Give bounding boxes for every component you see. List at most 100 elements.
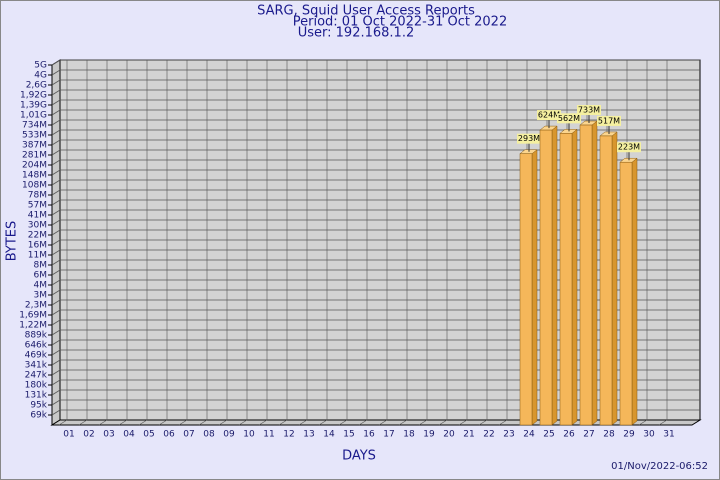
y-tick-label: 2,6G bbox=[26, 81, 47, 91]
footer: 01/Nov/2022-06:52 bbox=[611, 461, 708, 472]
bar bbox=[519, 153, 533, 426]
x-tick-label: 23 bbox=[503, 430, 514, 440]
v-grid bbox=[438, 60, 448, 426]
v-grid bbox=[218, 60, 228, 426]
y-tick-label: 247k bbox=[25, 371, 48, 381]
x-tick-label: 07 bbox=[183, 430, 194, 440]
value-label: 293M bbox=[518, 134, 540, 143]
grid-line bbox=[51, 269, 700, 276]
bar-side bbox=[531, 149, 538, 426]
y-tick-label: 30M bbox=[28, 221, 47, 231]
v-grid bbox=[278, 60, 288, 426]
y-tick-label: 341k bbox=[25, 361, 48, 371]
bar-side bbox=[611, 131, 618, 426]
y-tick-label: 2,3M bbox=[25, 301, 47, 311]
v-grid bbox=[298, 60, 308, 426]
x-tick-label: 31 bbox=[663, 430, 674, 440]
grid-line bbox=[51, 389, 700, 396]
x-tick-label: 13 bbox=[303, 430, 314, 440]
x-tick-label: 17 bbox=[383, 430, 394, 440]
x-tick-label: 19 bbox=[423, 430, 435, 440]
grid-line bbox=[51, 239, 700, 246]
v-grid bbox=[78, 60, 88, 426]
grid-line bbox=[51, 99, 700, 106]
y-tick-label: 95k bbox=[30, 401, 47, 411]
grid-line bbox=[51, 79, 700, 86]
grid-line bbox=[51, 89, 700, 96]
x-tick-label: 24 bbox=[523, 430, 535, 440]
grid-line bbox=[51, 149, 700, 156]
bar-side bbox=[551, 125, 558, 426]
y-tick-label: 1,92G bbox=[20, 91, 47, 101]
x-tick-label: 02 bbox=[83, 430, 94, 440]
x-tick-label: 09 bbox=[223, 430, 235, 440]
y-tick-label: 281M bbox=[22, 151, 47, 161]
label-box bbox=[577, 105, 601, 116]
x-tick-label: 05 bbox=[143, 430, 154, 440]
x-tick-label: 30 bbox=[643, 430, 655, 440]
x-axis-label: DAYS bbox=[342, 449, 376, 464]
grid-line bbox=[51, 199, 700, 206]
label-box bbox=[517, 133, 541, 144]
value-label: 562M bbox=[558, 114, 580, 123]
grid-line bbox=[51, 109, 700, 116]
x-tick-label: 21 bbox=[463, 430, 474, 440]
grid-line bbox=[51, 169, 700, 176]
v-grid bbox=[458, 60, 468, 426]
x-tick-label: 08 bbox=[203, 430, 215, 440]
y-tick-label: 57M bbox=[28, 201, 47, 211]
label-box bbox=[557, 113, 581, 124]
x-tick-label: 04 bbox=[123, 430, 135, 440]
y-axis-label: BYTES bbox=[5, 221, 20, 262]
y-tick-label: 16M bbox=[28, 241, 47, 251]
grid-line bbox=[51, 189, 700, 196]
x-tick-label: 01 bbox=[63, 430, 74, 440]
y-tick-label: 734M bbox=[22, 121, 47, 131]
label-box bbox=[597, 115, 621, 126]
x-tick-label: 29 bbox=[623, 430, 635, 440]
grid-line bbox=[51, 319, 700, 326]
y-tick-label: 4G bbox=[34, 71, 47, 81]
x-tick-label: 20 bbox=[443, 430, 455, 440]
bar bbox=[579, 124, 593, 426]
grid-line bbox=[51, 139, 700, 146]
grid-line bbox=[51, 279, 700, 286]
subtitle: User: 192.168.1.2 bbox=[298, 26, 414, 41]
x-tick-label: 03 bbox=[103, 430, 114, 440]
y-tick-label: 41M bbox=[28, 211, 47, 221]
y-tick-label: 889k bbox=[25, 331, 48, 341]
y-tick-label: 148M bbox=[22, 171, 47, 181]
label-box bbox=[617, 142, 641, 153]
value-label: 223M bbox=[618, 143, 640, 152]
v-grid bbox=[498, 60, 508, 426]
v-grid bbox=[658, 60, 668, 426]
grid-line bbox=[51, 329, 700, 336]
y-tick-label: 1,01G bbox=[20, 111, 47, 121]
x-tick-label: 12 bbox=[283, 430, 294, 440]
grid-line bbox=[51, 369, 700, 376]
grid-line bbox=[51, 259, 700, 266]
grid-line bbox=[51, 159, 700, 166]
x-tick-label: 28 bbox=[603, 430, 615, 440]
value-label: 624M bbox=[538, 111, 560, 120]
y-tick-label: 1,22M bbox=[19, 321, 47, 331]
x-tick-label: 26 bbox=[563, 430, 575, 440]
v-grid bbox=[338, 60, 348, 426]
y-tick-label: 5G bbox=[34, 61, 47, 71]
grid-line bbox=[51, 179, 700, 186]
x-tick-label: 22 bbox=[483, 430, 494, 440]
y-tick-label: 78M bbox=[28, 191, 47, 201]
v-grid bbox=[238, 60, 248, 426]
subtitle: Period: 01 Oct 2022-31 Oct 2022 bbox=[293, 15, 507, 30]
bar-side bbox=[571, 128, 578, 426]
v-grid bbox=[378, 60, 388, 426]
v-grid bbox=[318, 60, 328, 426]
grid-line bbox=[51, 289, 700, 296]
bar bbox=[539, 129, 553, 426]
v-grid bbox=[178, 60, 188, 426]
grid-line bbox=[51, 399, 700, 406]
y-tick-label: 204M bbox=[22, 161, 47, 171]
x-tick-label: 16 bbox=[363, 430, 375, 440]
v-grid bbox=[258, 60, 268, 426]
